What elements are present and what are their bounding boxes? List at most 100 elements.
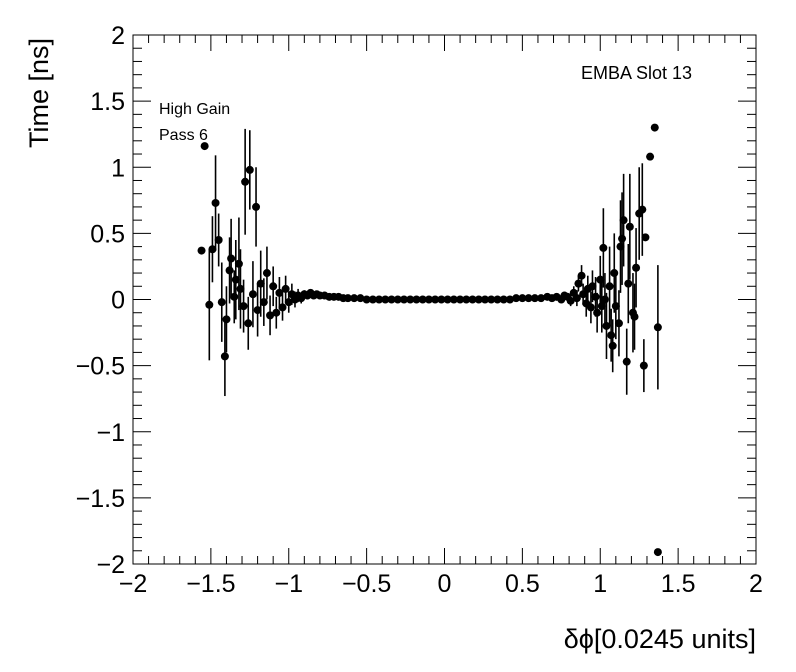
marker [220,352,229,361]
marker [234,259,243,268]
marker [480,295,489,304]
marker [574,279,583,288]
marker [537,294,546,303]
data-point [586,291,595,324]
data-point [632,228,641,308]
data-points [197,123,662,557]
marker [639,361,648,370]
data-point [253,283,262,337]
data-point [577,265,586,287]
data-point [220,316,229,397]
x-tick-label: 0 [438,570,452,598]
marker [456,295,465,304]
y-tick-label: −1.5 [76,485,125,513]
marker [393,295,402,304]
data-point [356,294,365,303]
marker [278,303,287,312]
data-point [437,295,446,304]
data-point [462,295,471,304]
data-point [222,286,231,353]
data-point [474,295,483,304]
data-point [607,308,616,362]
data-point [400,295,409,304]
data-point [524,294,533,303]
data-point [638,163,647,256]
data-point [245,130,254,210]
data-point [272,296,281,329]
marker [418,295,427,304]
data-point [572,290,581,307]
data-point [624,243,633,324]
data-point [630,283,639,350]
x-tick-label: 1 [593,570,607,598]
marker [252,202,261,211]
data-point [641,233,650,242]
data-point [200,142,209,151]
marker [591,292,600,301]
data-point [393,295,402,304]
data-point [259,278,268,326]
marker [641,233,650,242]
data-point [343,294,352,303]
data-point [653,265,662,390]
x-tick-label: −1.5 [186,570,235,598]
data-point [211,155,220,251]
marker [262,269,271,278]
data-point [622,328,631,395]
marker [225,266,234,275]
data-point [214,213,223,267]
marker [593,308,602,317]
marker [205,300,214,309]
marker [622,357,631,366]
y-tick-label: −0.5 [76,353,125,381]
marker [256,279,265,288]
marker [245,165,254,174]
data-point [619,173,628,267]
marker [197,246,206,255]
gain-annotation: High Gain [159,101,230,118]
marker [597,302,606,311]
marker [577,271,586,280]
data-point [493,295,502,304]
marker [200,142,209,151]
data-point [456,295,465,304]
y-tick-label: 1 [111,154,125,182]
data-point [646,152,655,161]
marker [624,279,633,288]
marker [505,295,514,304]
data-point [512,294,521,303]
data-point [350,294,359,303]
x-tick-label: 1.5 [661,570,696,598]
marker [208,245,217,254]
y-tick-label: 1.5 [90,88,125,116]
data-point [574,275,583,292]
data-point [653,548,662,557]
marker [381,295,390,304]
marker [566,296,575,305]
data-point [256,250,265,317]
marker [241,177,250,186]
data-point [597,279,606,333]
marker [599,243,608,252]
data-point [252,167,261,247]
marker [632,263,641,272]
data-point [605,246,614,326]
marker [468,295,477,304]
marker [424,295,433,304]
data-point [424,295,433,304]
marker [607,331,616,340]
marker [244,319,253,328]
data-point [518,294,527,303]
data-point [381,295,390,304]
marker [524,294,533,303]
marker [608,341,617,350]
marker [272,308,281,317]
marker [214,235,223,244]
marker [462,295,471,304]
marker [638,205,647,214]
y-tick-label: 2 [111,22,125,50]
marker [253,306,262,315]
marker [618,234,627,243]
data-point [236,249,245,329]
data-point [217,262,226,342]
